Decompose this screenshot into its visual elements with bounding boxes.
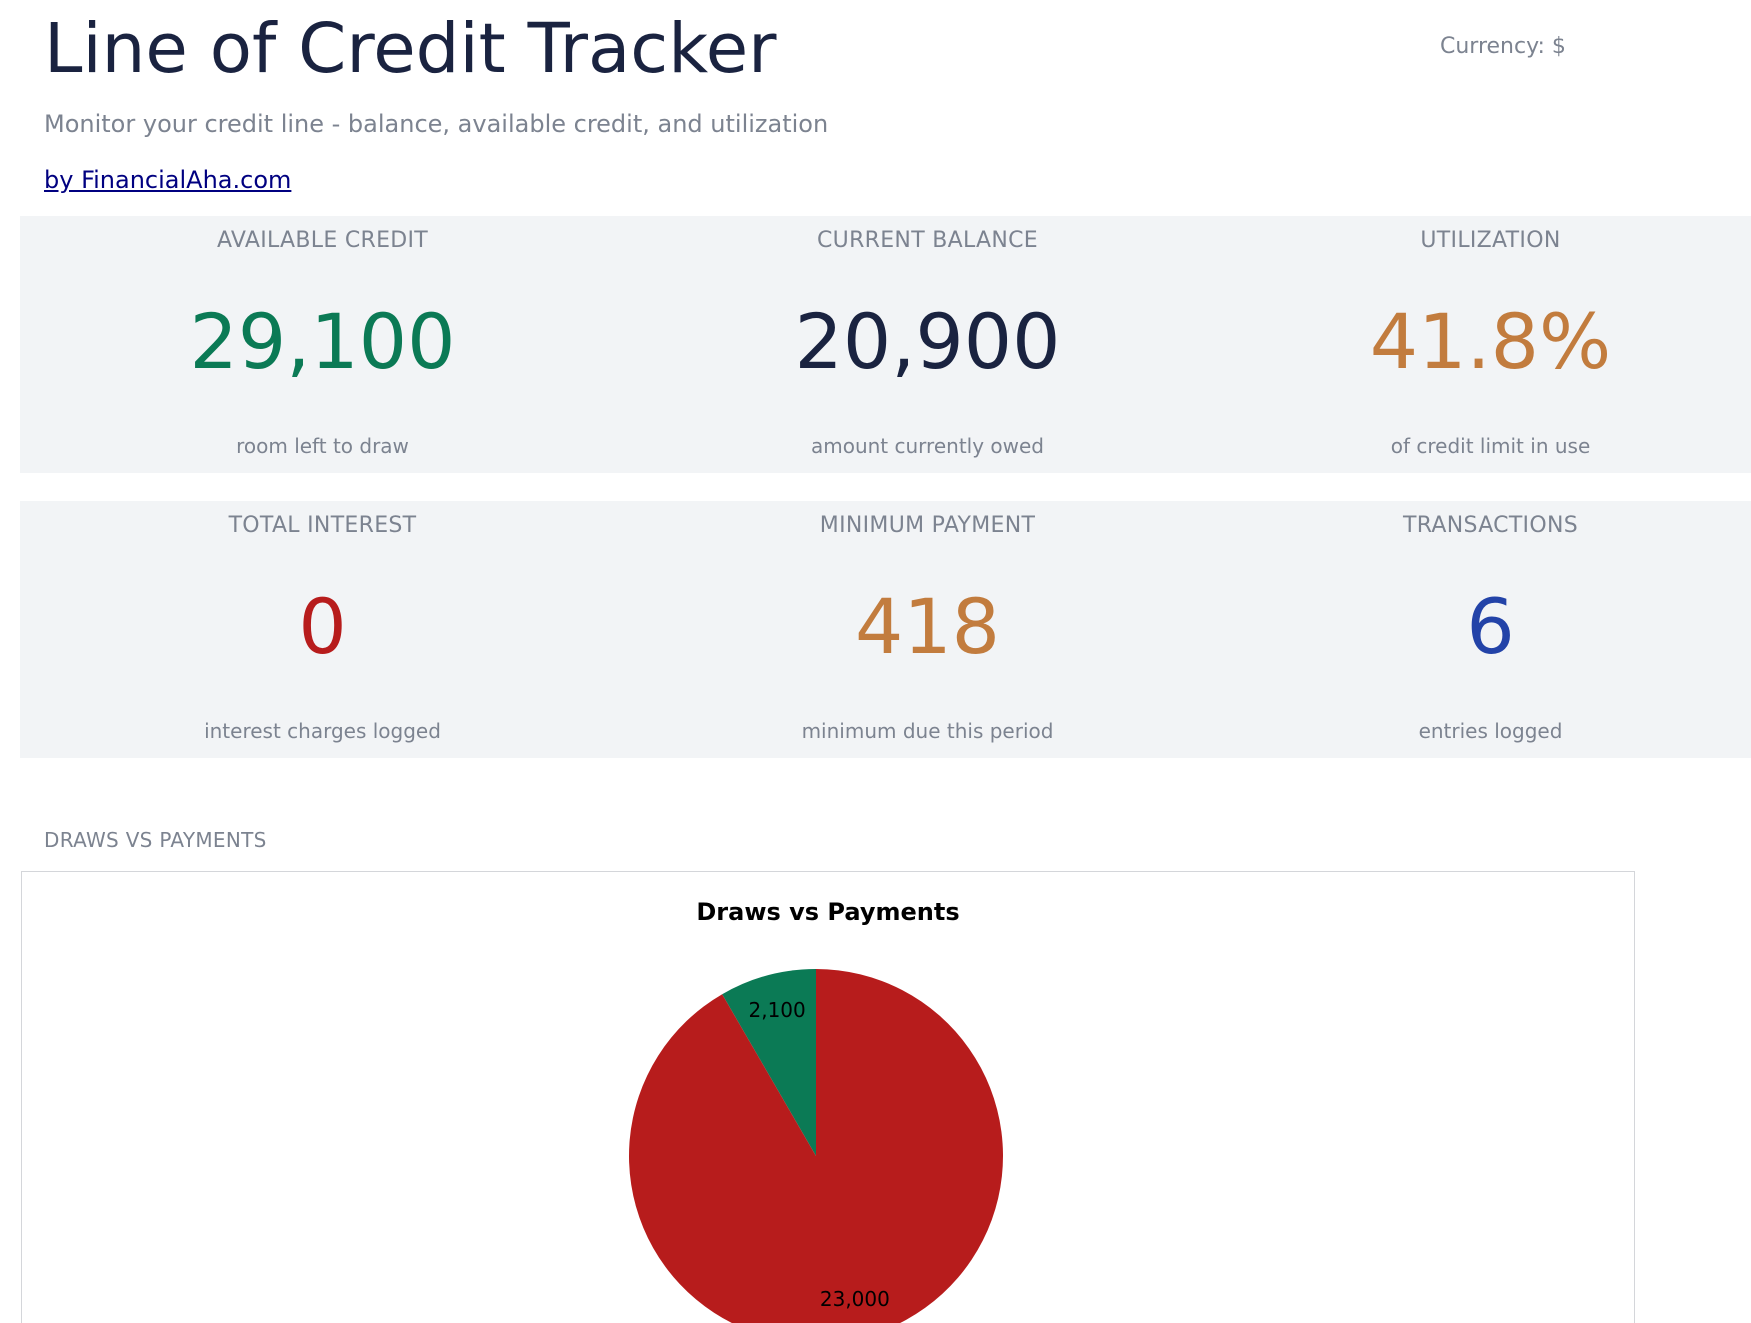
kpi-caption: room left to draw: [236, 434, 409, 458]
pie-slice-draws: [629, 969, 1003, 1323]
page-title: Line of Credit Tracker: [44, 9, 777, 89]
kpi-label: MINIMUM PAYMENT: [819, 513, 1036, 538]
pie-label-draws: 23,000: [820, 1287, 890, 1311]
kpi-card-current-balance: CURRENT BALANCE 20,900 amount currently …: [625, 216, 1230, 473]
draws-vs-payments-chart: Draws vs Payments 2,100 23,000: [21, 871, 1635, 1323]
pie-slice-payments: [722, 969, 816, 1156]
kpi-value: 29,100: [189, 297, 456, 386]
chart-section-label: DRAWS VS PAYMENTS: [44, 828, 267, 852]
chart-title: Draws vs Payments: [696, 898, 960, 926]
page-subtitle: Monitor your credit line - balance, avai…: [44, 110, 829, 138]
kpi-caption: of credit limit in use: [1390, 434, 1591, 458]
kpi-card-minimum-payment: MINIMUM PAYMENT 418 minimum due this per…: [625, 501, 1230, 758]
pie-chart: 2,100 23,000: [629, 969, 1003, 1323]
kpi-row-activity: TOTAL INTEREST 0 interest charges logged…: [20, 501, 1751, 758]
kpi-label: AVAILABLE CREDIT: [216, 228, 429, 253]
kpi-value: 20,900: [794, 297, 1061, 386]
kpi-value: 6: [1466, 582, 1515, 671]
kpi-value: 418: [854, 582, 1001, 671]
currency-label: Currency: $: [1440, 34, 1566, 59]
kpi-label: TOTAL INTEREST: [228, 513, 417, 538]
kpi-card-available-credit: AVAILABLE CREDIT 29,100 room left to dra…: [20, 216, 625, 473]
byline-link[interactable]: by FinancialAha.com: [44, 166, 292, 194]
kpi-row-balance: AVAILABLE CREDIT 29,100 room left to dra…: [20, 216, 1751, 473]
kpi-caption: interest charges logged: [204, 719, 441, 743]
kpi-value: 41.8%: [1369, 297, 1612, 386]
kpi-label: TRANSACTIONS: [1402, 513, 1578, 538]
pie-label-payments: 2,100: [748, 998, 805, 1022]
kpi-label: CURRENT BALANCE: [817, 228, 1038, 253]
kpi-caption: minimum due this period: [801, 719, 1054, 743]
kpi-label: UTILIZATION: [1420, 228, 1561, 253]
kpi-caption: entries logged: [1418, 719, 1563, 743]
kpi-card-total-interest: TOTAL INTEREST 0 interest charges logged: [20, 501, 625, 758]
kpi-card-transactions: TRANSACTIONS 6 entries logged: [1230, 501, 1751, 758]
kpi-caption: amount currently owed: [810, 434, 1045, 458]
kpi-card-utilization: UTILIZATION 41.8% of credit limit in use: [1230, 216, 1751, 473]
kpi-value: 0: [298, 582, 347, 671]
